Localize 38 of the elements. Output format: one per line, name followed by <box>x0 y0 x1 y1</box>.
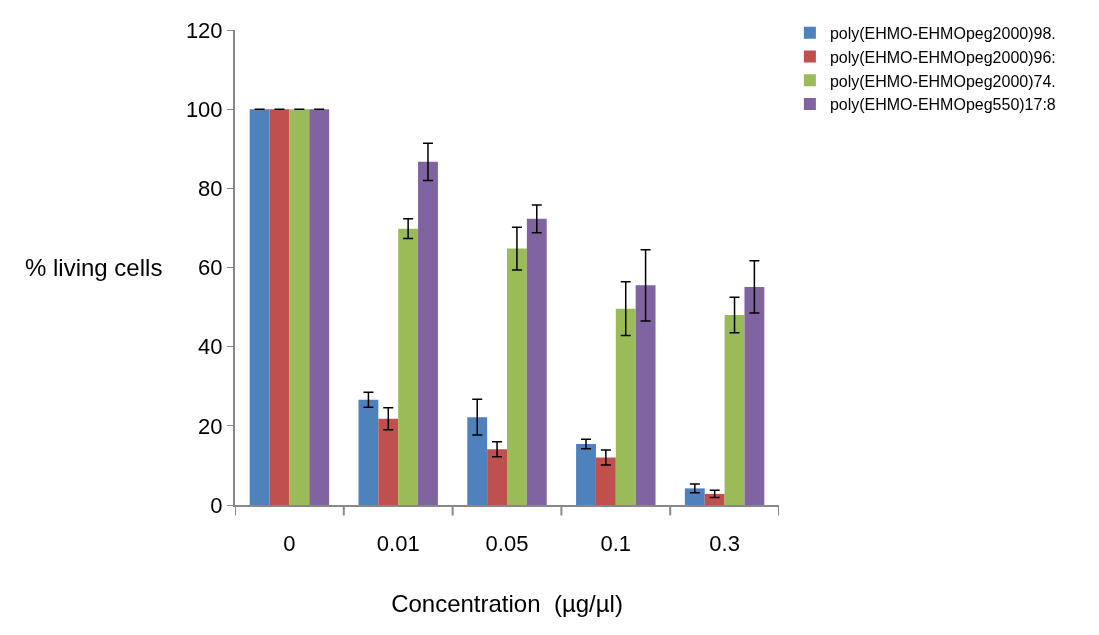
x-tick-label: 0.3 <box>709 531 740 557</box>
bar <box>744 286 765 505</box>
bar <box>684 488 705 505</box>
y-axis-title: % living cells <box>25 254 163 281</box>
y-tick-label: 120 <box>185 17 223 43</box>
bar <box>615 308 636 505</box>
legend-label: poly(EHMO-EHMOpeg2000)96: <box>829 48 1056 66</box>
bar <box>418 161 438 505</box>
x-tick-label: 0.05 <box>485 531 529 557</box>
bar <box>635 285 656 505</box>
bar <box>309 109 330 505</box>
bar <box>507 248 527 505</box>
x-tick-label: 0.1 <box>600 531 632 557</box>
x-tick-label: 0.01 <box>376 531 420 557</box>
legend-label: poly(EHMO-EHMOpeg550)17:8 <box>829 96 1056 114</box>
bar <box>378 418 399 505</box>
bar <box>704 493 725 505</box>
y-tick-label: 20 <box>198 413 223 439</box>
x-tick-label: 0 <box>283 531 296 557</box>
y-tick-label: 40 <box>198 334 223 360</box>
bar <box>595 457 616 505</box>
x-axis-title: Concentration (µg/µl) <box>391 590 623 618</box>
bar <box>724 315 745 505</box>
bar <box>487 449 507 505</box>
bar <box>249 109 270 505</box>
y-tick-label: 0 <box>210 492 223 518</box>
y-tick-label: 80 <box>198 176 223 202</box>
bar <box>358 399 379 505</box>
bar <box>289 109 310 505</box>
bar <box>398 228 419 505</box>
y-tick-label: 60 <box>198 255 223 281</box>
legend-label: poly(EHMO-EHMOpeg2000)74. <box>829 72 1056 90</box>
bar <box>576 444 596 505</box>
bar <box>526 218 547 505</box>
legend-label: poly(EHMO-EHMOpeg2000)98. <box>829 24 1056 42</box>
bar <box>467 417 488 505</box>
y-tick-label: 100 <box>185 96 223 122</box>
bar <box>269 109 290 505</box>
